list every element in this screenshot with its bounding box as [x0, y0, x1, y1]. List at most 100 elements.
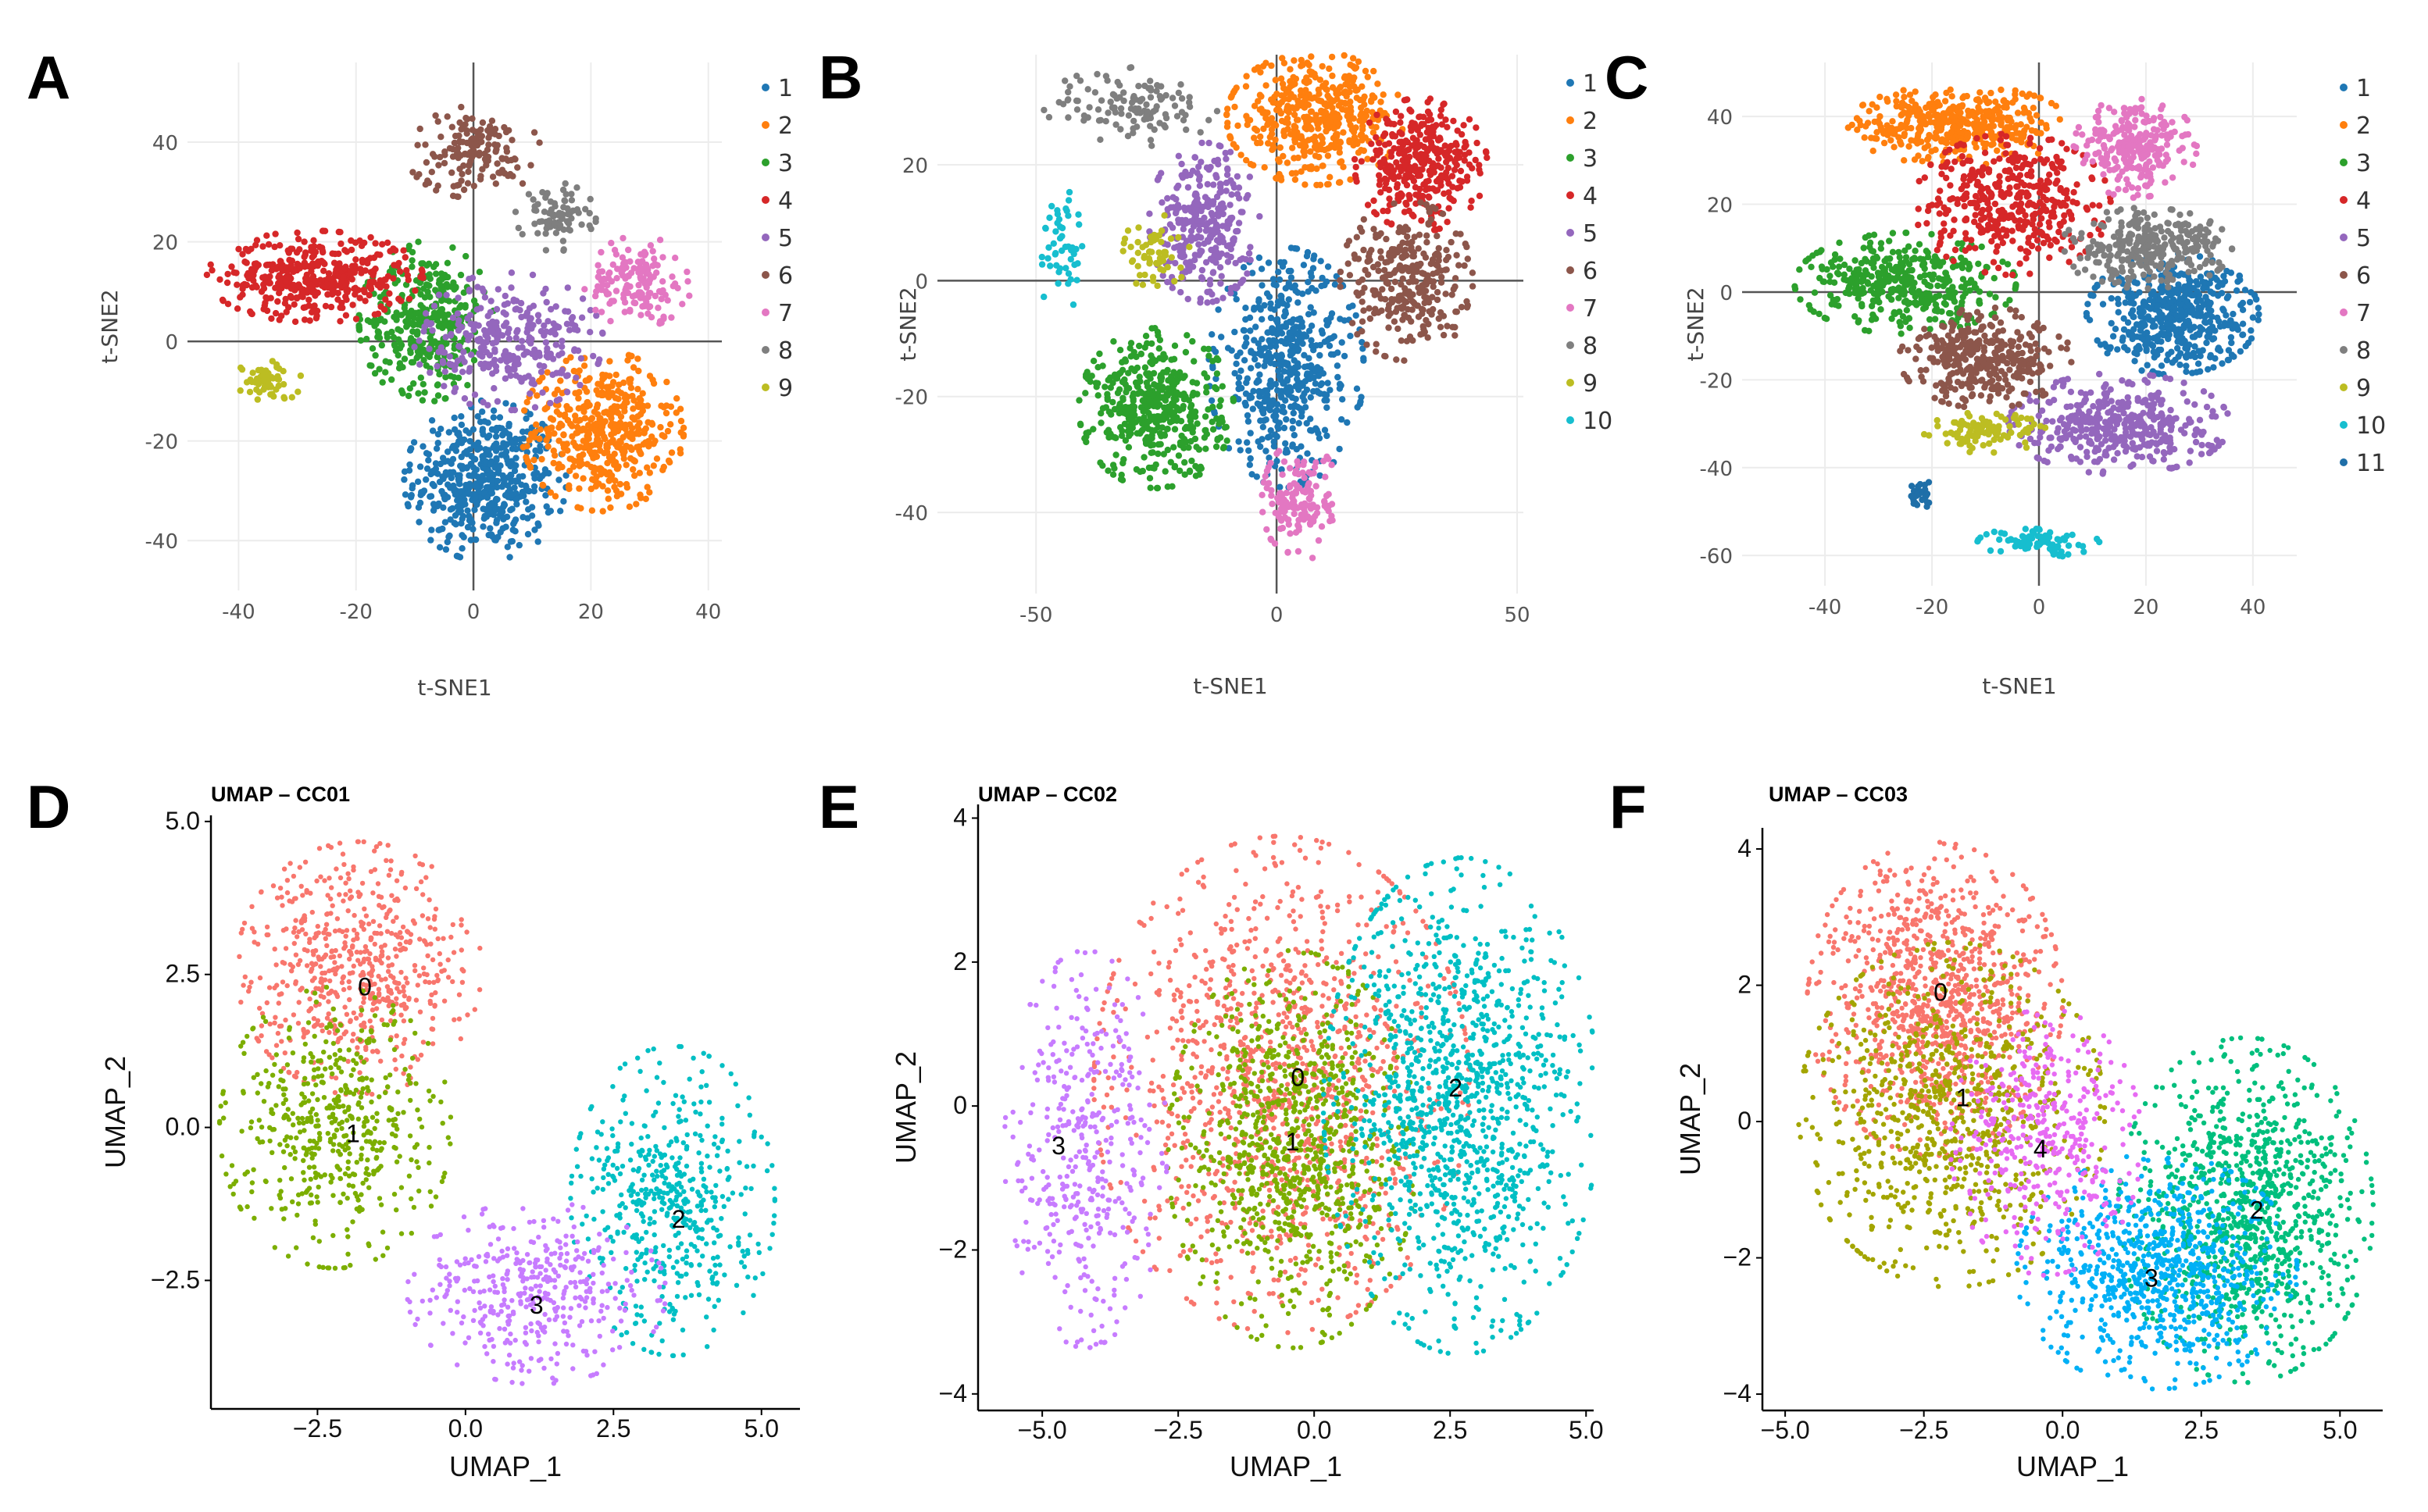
- data-point: [434, 470, 441, 477]
- data-point: [652, 437, 659, 444]
- data-point: [672, 255, 679, 262]
- data-point: [464, 180, 472, 187]
- data-point: [462, 150, 469, 158]
- data-point: [398, 312, 405, 319]
- data-point: [1244, 375, 1251, 382]
- data-point: [493, 519, 500, 526]
- data-point: [531, 475, 538, 482]
- data-point: [1175, 182, 1182, 190]
- data-point: [266, 280, 273, 287]
- data-point: [1269, 501, 1276, 508]
- data-point: [497, 529, 504, 536]
- data-point: [1313, 181, 1320, 189]
- data-point: [1212, 348, 1219, 355]
- data-point: [1456, 177, 1463, 184]
- data-point: [441, 148, 448, 155]
- data-point: [1159, 424, 1166, 431]
- data-point: [1437, 279, 1445, 286]
- data-point: [1280, 152, 1287, 160]
- data-point: [1109, 471, 1117, 478]
- data-point: [1264, 121, 1271, 128]
- data-point: [1387, 153, 1395, 160]
- data-point: [1430, 283, 1437, 291]
- data-point: [435, 291, 443, 298]
- data-point: [249, 369, 256, 376]
- data-point: [1255, 98, 1262, 105]
- data-point: [1359, 298, 1366, 305]
- data-point: [1312, 152, 1319, 159]
- data-point: [1318, 523, 1326, 530]
- data-point: [434, 440, 441, 447]
- data-point: [1219, 238, 1227, 246]
- data-point: [1155, 345, 1163, 352]
- data-point: [543, 437, 550, 444]
- data-point: [1482, 148, 1490, 155]
- data-point: [294, 229, 301, 237]
- data-point: [662, 409, 670, 417]
- data-point: [1167, 204, 1175, 211]
- data-point: [485, 134, 492, 141]
- data-point: [420, 380, 427, 388]
- data-point: [454, 152, 461, 159]
- data-point: [1099, 405, 1107, 412]
- data-point: [432, 112, 439, 119]
- data-point: [1297, 87, 1305, 94]
- data-point: [1180, 444, 1187, 451]
- data-point: [352, 239, 359, 246]
- data-point: [1430, 164, 1438, 171]
- data-point: [1469, 269, 1476, 276]
- data-point: [1112, 451, 1119, 458]
- data-point: [1276, 483, 1284, 490]
- data-point: [429, 151, 437, 158]
- data-point: [437, 134, 445, 141]
- data-point: [275, 376, 283, 383]
- data-point: [260, 376, 267, 384]
- data-point: [1391, 175, 1398, 183]
- data-point: [441, 495, 448, 503]
- data-point: [525, 191, 533, 198]
- data-point: [1198, 266, 1206, 274]
- data-point: [477, 173, 484, 180]
- data-point: [1324, 152, 1332, 159]
- data-point: [640, 402, 647, 410]
- data-point: [1309, 136, 1316, 143]
- data-point: [1266, 433, 1273, 440]
- data-point: [1310, 309, 1317, 316]
- data-point: [635, 430, 642, 437]
- data-point: [1181, 458, 1188, 466]
- legend-label: 4: [778, 187, 793, 215]
- data-point: [1218, 273, 1225, 280]
- data-point: [466, 365, 473, 372]
- data-point: [1316, 77, 1324, 84]
- data-point: [579, 295, 587, 302]
- data-point: [1198, 159, 1205, 166]
- data-point: [349, 301, 356, 308]
- data-point: [1255, 254, 1263, 262]
- data-point: [562, 180, 569, 187]
- data-point: [436, 276, 443, 284]
- data-point: [479, 428, 486, 435]
- data-point: [576, 459, 583, 466]
- data-point: [278, 312, 285, 319]
- data-point: [372, 240, 379, 247]
- data-point: [378, 341, 385, 349]
- data-point: [549, 416, 557, 423]
- data-point: [1192, 191, 1200, 198]
- data-point: [418, 260, 425, 267]
- data-point: [560, 246, 567, 253]
- data-point: [1137, 378, 1144, 385]
- data-point: [591, 476, 598, 484]
- data-point: [1205, 345, 1212, 353]
- data-point: [1414, 261, 1421, 269]
- data-point: [1397, 292, 1405, 299]
- data-point: [1484, 154, 1491, 162]
- data-point: [382, 358, 389, 365]
- data-point: [492, 180, 499, 187]
- data-point: [417, 374, 424, 381]
- data-point: [1299, 61, 1306, 69]
- data-point: [403, 323, 410, 330]
- data-point: [478, 138, 485, 145]
- data-point: [1397, 119, 1404, 127]
- data-point: [1189, 167, 1197, 174]
- data-point: [1420, 152, 1427, 159]
